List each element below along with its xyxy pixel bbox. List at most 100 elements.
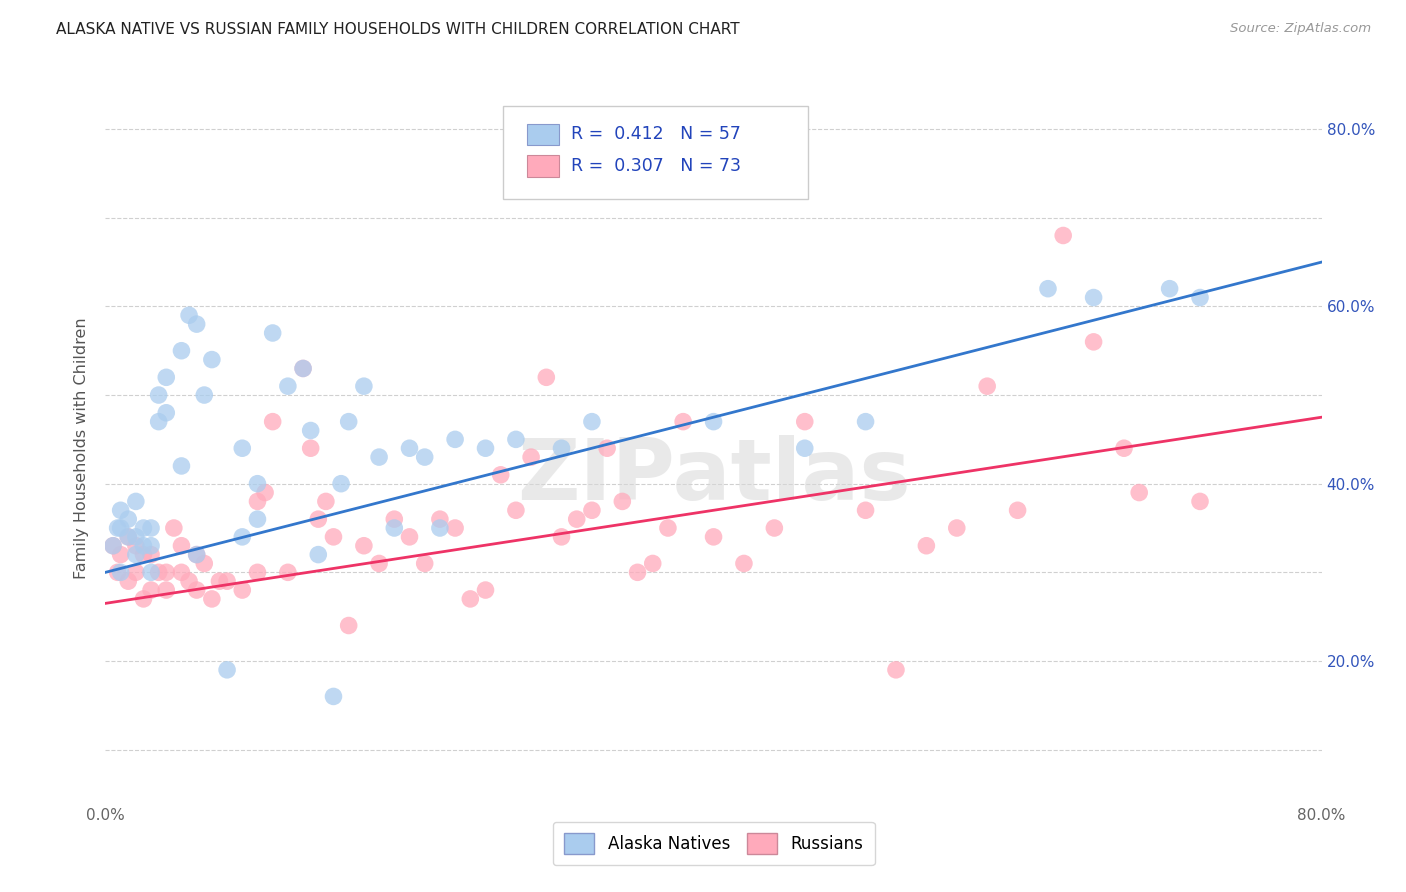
Point <box>101 539 124 553</box>
Text: R =  0.412   N = 57: R = 0.412 N = 57 <box>571 125 741 143</box>
Point <box>246 494 269 508</box>
Point <box>110 503 132 517</box>
Point <box>262 326 284 340</box>
Point <box>565 512 588 526</box>
Point <box>1083 291 1105 305</box>
Point <box>322 530 344 544</box>
Point <box>101 539 124 553</box>
Point <box>299 442 322 456</box>
Point <box>155 370 177 384</box>
Point <box>217 663 239 677</box>
Point <box>307 512 329 526</box>
Point <box>976 379 998 393</box>
Point <box>368 557 391 571</box>
Point <box>148 388 170 402</box>
Point <box>217 574 239 589</box>
Point <box>315 494 337 508</box>
Bar <box>527 155 560 177</box>
Point <box>520 450 543 464</box>
Text: ALASKA NATIVE VS RUSSIAN FAMILY HOUSEHOLDS WITH CHILDREN CORRELATION CHART: ALASKA NATIVE VS RUSSIAN FAMILY HOUSEHOL… <box>56 22 740 37</box>
Point <box>1159 282 1181 296</box>
Point <box>177 574 200 589</box>
Point <box>170 458 193 473</box>
Point <box>945 521 967 535</box>
Point <box>125 494 148 508</box>
Point <box>201 591 224 606</box>
Point <box>353 379 375 393</box>
Point <box>155 566 177 580</box>
FancyBboxPatch shape <box>503 106 808 199</box>
Point <box>793 442 815 456</box>
Point <box>177 308 200 322</box>
Point <box>246 512 269 526</box>
Point <box>292 361 315 376</box>
Point <box>382 521 405 535</box>
Point <box>117 512 139 526</box>
Point <box>337 415 360 429</box>
Point <box>139 583 162 598</box>
Point <box>581 503 603 517</box>
Text: Source: ZipAtlas.com: Source: ZipAtlas.com <box>1230 22 1371 36</box>
Point <box>125 530 148 544</box>
Point <box>139 539 162 553</box>
Point <box>208 574 231 589</box>
Point <box>581 415 603 429</box>
Y-axis label: Family Households with Children: Family Households with Children <box>75 318 90 579</box>
Point <box>246 566 269 580</box>
Point <box>550 530 572 544</box>
Point <box>855 415 877 429</box>
Point <box>117 574 139 589</box>
Point <box>733 557 755 571</box>
Point <box>139 548 162 562</box>
Point <box>132 591 155 606</box>
Point <box>254 485 277 500</box>
Text: R =  0.307   N = 73: R = 0.307 N = 73 <box>571 157 741 175</box>
Point <box>1128 485 1150 500</box>
Point <box>139 521 162 535</box>
Point <box>855 503 877 517</box>
Point <box>132 521 155 535</box>
Point <box>672 415 695 429</box>
Point <box>1188 494 1211 508</box>
Point <box>413 450 436 464</box>
Point <box>125 566 148 580</box>
Point <box>641 557 664 571</box>
Point <box>132 548 155 562</box>
Point <box>626 566 648 580</box>
Point <box>337 618 360 632</box>
Point <box>110 548 132 562</box>
Point <box>170 539 193 553</box>
Point <box>139 566 162 580</box>
Point <box>170 566 193 580</box>
Point <box>186 583 208 598</box>
Point <box>915 539 938 553</box>
Point <box>382 512 405 526</box>
Point <box>186 548 208 562</box>
Point <box>429 512 451 526</box>
Point <box>186 317 208 331</box>
Point <box>330 476 353 491</box>
Point <box>125 548 148 562</box>
Bar <box>527 124 560 145</box>
Point <box>413 557 436 571</box>
Point <box>1007 503 1029 517</box>
Point <box>107 566 129 580</box>
Point <box>107 521 129 535</box>
Point <box>170 343 193 358</box>
Point <box>1112 442 1135 456</box>
Point <box>186 548 208 562</box>
Point <box>429 521 451 535</box>
Point <box>702 530 725 544</box>
Point <box>125 539 148 553</box>
Point <box>368 450 391 464</box>
Point <box>398 442 420 456</box>
Point <box>148 415 170 429</box>
Point <box>193 388 215 402</box>
Point <box>612 494 634 508</box>
Point <box>132 539 155 553</box>
Point <box>1036 282 1059 296</box>
Point <box>277 379 299 393</box>
Legend: Alaska Natives, Russians: Alaska Natives, Russians <box>553 822 875 865</box>
Point <box>117 530 139 544</box>
Point <box>231 583 253 598</box>
